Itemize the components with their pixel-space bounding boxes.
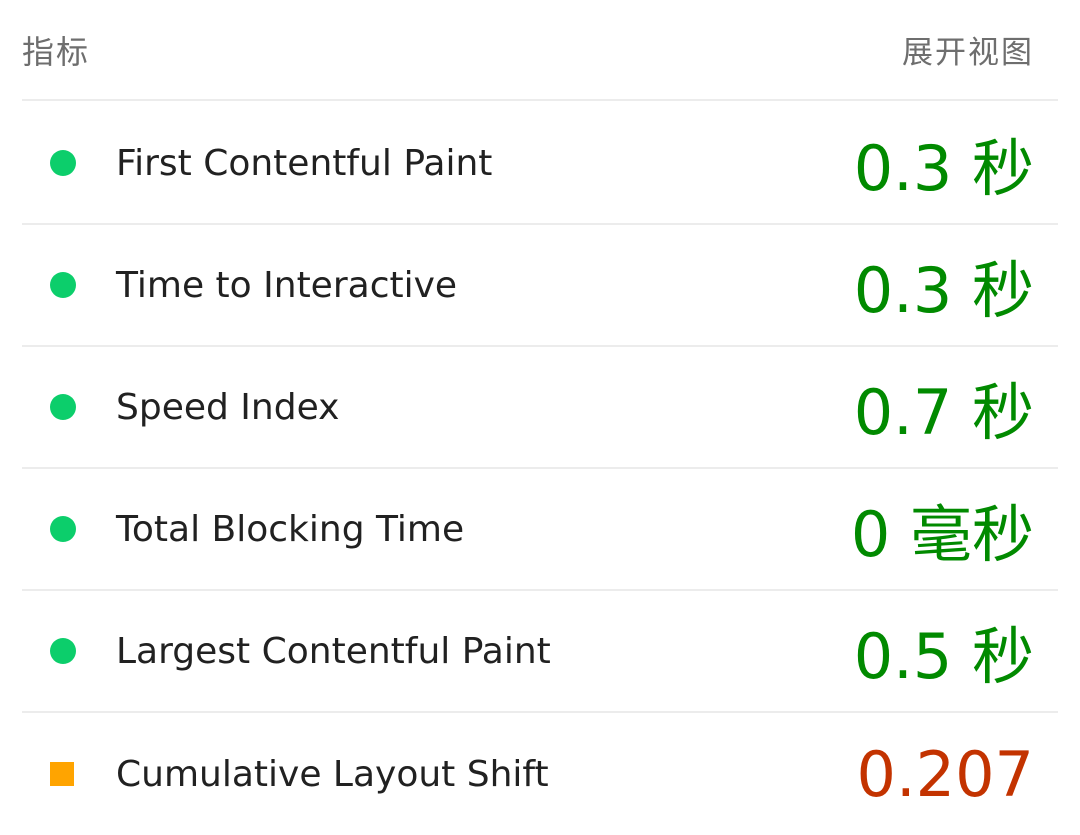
metric-value: 0 毫秒 — [850, 498, 1034, 571]
metric-row-speed-index: Speed Index 0.7 秒 — [22, 347, 1058, 469]
green-circle-icon — [50, 394, 76, 420]
metric-label: Total Blocking Time — [116, 508, 465, 550]
metric-value: 0.3 秒 — [853, 132, 1034, 205]
metric-value: 0.7 秒 — [853, 376, 1034, 449]
metric-row-total-blocking-time: Total Blocking Time 0 毫秒 — [22, 469, 1058, 591]
green-circle-icon — [50, 150, 76, 176]
metric-value: 0.5 秒 — [853, 620, 1034, 693]
green-circle-icon — [50, 638, 76, 664]
metric-row-first-contentful-paint: First Contentful Paint 0.3 秒 — [22, 103, 1058, 225]
metrics-list: First Contentful Paint 0.3 秒 Time to Int… — [22, 103, 1058, 835]
metric-label: Speed Index — [116, 386, 340, 428]
metric-row-largest-contentful-paint: Largest Contentful Paint 0.5 秒 — [22, 591, 1058, 713]
green-circle-icon — [50, 516, 76, 542]
green-circle-icon — [50, 272, 76, 298]
expand-view-toggle[interactable]: 展开视图 — [902, 35, 1034, 71]
metrics-header: 指标 展开视图 — [22, 0, 1058, 101]
metric-label: Cumulative Layout Shift — [116, 753, 549, 795]
orange-square-icon — [50, 762, 74, 786]
metrics-title: 指标 — [22, 32, 91, 71]
metric-label: Time to Interactive — [116, 264, 458, 306]
metric-value: 0.3 秒 — [853, 254, 1034, 327]
metric-value: 0.207 — [856, 737, 1035, 811]
metric-row-cumulative-layout-shift: Cumulative Layout Shift 0.207 — [22, 713, 1058, 835]
metric-label: Largest Contentful Paint — [116, 630, 551, 672]
metric-row-time-to-interactive: Time to Interactive 0.3 秒 — [22, 225, 1058, 347]
metric-label: First Contentful Paint — [116, 142, 493, 184]
